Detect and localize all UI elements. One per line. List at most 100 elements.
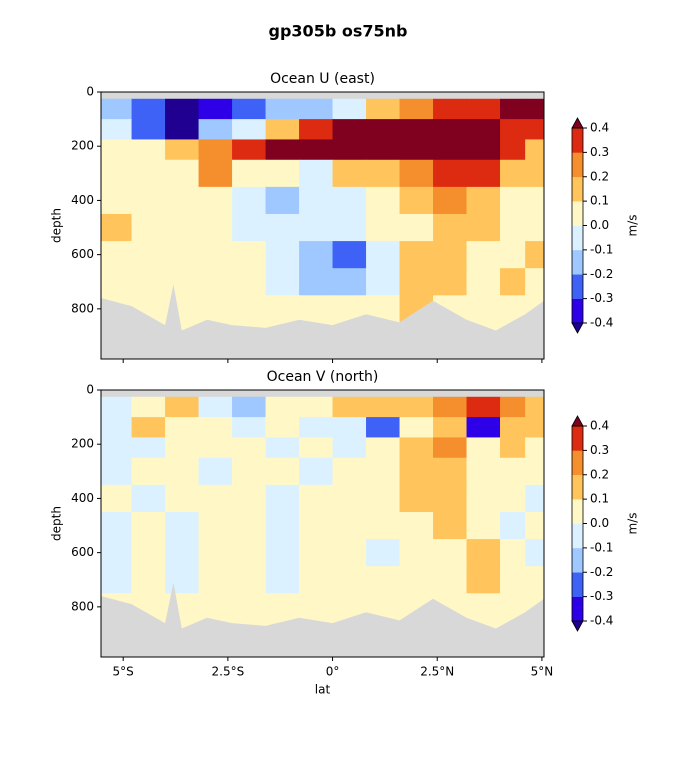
- contour-cell: [525, 457, 545, 486]
- y-tick-label: 600: [71, 247, 94, 261]
- colorbar-segment: [572, 176, 583, 202]
- contour-cell: [366, 98, 401, 120]
- contour-cell: [232, 268, 267, 296]
- contour-cell: [466, 457, 501, 486]
- contour-cell: [101, 213, 133, 242]
- contour-cell: [332, 213, 367, 242]
- contour-cell: [265, 139, 300, 161]
- contour-cell: [399, 119, 434, 140]
- contour-cell: [265, 241, 300, 269]
- contour-cell: [525, 139, 545, 161]
- contour-cell: [466, 593, 501, 621]
- contour-cell: [525, 484, 545, 513]
- contour-cell: [299, 241, 334, 269]
- contour-cell: [525, 241, 545, 269]
- contour-cell: [466, 119, 501, 140]
- contour-cell: [366, 159, 401, 188]
- contour-cell: [265, 295, 300, 323]
- contour-cell: [525, 417, 545, 438]
- colorbar-segment: [572, 298, 583, 324]
- contour-cell: [101, 539, 133, 567]
- contour-cell: [299, 511, 334, 540]
- contour-cell: [299, 539, 334, 567]
- contour-cell: [265, 566, 300, 594]
- contour-cell: [232, 566, 267, 594]
- contour-cell: [131, 268, 166, 296]
- contour-cell: [332, 457, 367, 486]
- contour-cell: [366, 511, 401, 540]
- y-tick-label: 0: [86, 85, 94, 99]
- contour-cell: [525, 566, 545, 594]
- contour-cell: [332, 268, 367, 296]
- contour-cell: [198, 437, 233, 459]
- contour-cell: [265, 484, 300, 513]
- contour-cell: [165, 437, 200, 459]
- contour-cell: [299, 437, 334, 459]
- contour-cell: [466, 139, 501, 161]
- y-tick-label: 600: [71, 545, 94, 559]
- contour-cell: [433, 457, 468, 486]
- contour-cell: [299, 186, 334, 215]
- contour-cell: [165, 396, 200, 418]
- contour-cell: [232, 139, 267, 161]
- y-tick-label: 200: [71, 437, 94, 451]
- contour-cell: [165, 457, 200, 486]
- contour-cell: [165, 484, 200, 513]
- contour-cell: [399, 241, 434, 269]
- colorbar-tick-label: -0.3: [590, 589, 613, 603]
- contour-cell: [265, 98, 300, 120]
- contour-cell: [165, 417, 200, 438]
- y-tick-label: 400: [71, 491, 94, 505]
- contour-cell: [101, 139, 133, 161]
- contour-cell: [101, 119, 133, 140]
- contour-cell: [198, 98, 233, 120]
- contour-cell: [101, 396, 133, 418]
- contour-cell: [399, 484, 434, 513]
- contour-cell: [265, 593, 300, 621]
- contour-cell: [399, 213, 434, 242]
- contour-cell: [366, 139, 401, 161]
- contour-cell: [131, 98, 166, 120]
- colorbar-segment: [572, 128, 583, 153]
- colorbar-tick-label: -0.1: [590, 540, 613, 554]
- panel-title: Ocean V (north): [267, 369, 379, 385]
- contour-cell: [232, 457, 267, 486]
- contour-cell: [500, 437, 526, 459]
- contour-cell: [131, 437, 166, 459]
- contour-cell: [101, 566, 133, 594]
- panel-title: Ocean U (east): [270, 71, 375, 87]
- contour-cell: [500, 241, 526, 269]
- contour-cell: [366, 566, 401, 594]
- contour-cell: [131, 484, 166, 513]
- contour-cell: [165, 511, 200, 540]
- contour-cell: [165, 539, 200, 567]
- colorbar-tick-label: -0.3: [590, 291, 613, 305]
- contour-cell: [198, 511, 233, 540]
- contour-cell: [232, 186, 267, 215]
- contour-cell: [232, 396, 267, 418]
- colorbar-tick-label: 0.0: [590, 516, 609, 530]
- contour-cell: [299, 119, 334, 140]
- contour-cell: [466, 186, 501, 215]
- contour-cell: [232, 98, 267, 120]
- contour-cell: [101, 241, 133, 269]
- colorbar-tick-label: -0.4: [590, 614, 613, 628]
- contour-cell: [433, 539, 468, 567]
- colorbar-tick-label: 0.1: [590, 194, 609, 208]
- contour-cell: [332, 437, 367, 459]
- contour-cell: [265, 119, 300, 140]
- contour-cell: [101, 186, 133, 215]
- contour-cell: [366, 119, 401, 140]
- contour-cell: [500, 511, 526, 540]
- contour-cell: [131, 241, 166, 269]
- colorbar-over: [571, 415, 584, 427]
- contour-cell: [265, 437, 300, 459]
- contour-cell: [433, 98, 468, 120]
- contour-cell: [198, 396, 233, 418]
- contour-cell: [101, 511, 133, 540]
- colorbar-tick-label: 0.2: [590, 467, 609, 481]
- contour-cell: [299, 213, 334, 242]
- contour-cell: [399, 268, 434, 296]
- contour-cell: [500, 566, 526, 594]
- contour-cell: [399, 437, 434, 459]
